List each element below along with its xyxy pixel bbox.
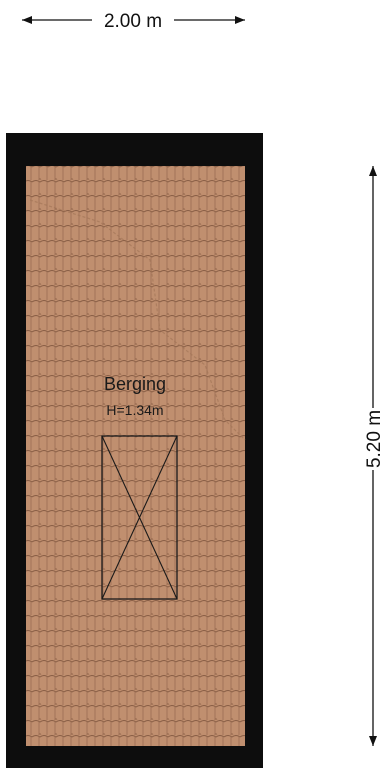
height-dimension: 5.20 m [364,166,385,746]
room-height: H=1.34m [106,402,163,418]
roof-tile-floor [26,166,245,746]
height-dimension-label: 5.20 m [364,410,385,468]
arrow-down-icon [369,736,377,746]
room-name: Berging [104,374,166,394]
width-dimension-label: 2.00 m [104,11,162,32]
roof-ridge-line [29,199,246,441]
width-dimension: 2.00 m [22,11,245,32]
hatch-diagonal-2 [101,435,178,600]
arrow-left-icon [22,16,32,24]
hatch-frame [101,435,178,600]
arrow-up-icon [369,166,377,176]
arrow-right-icon [235,16,245,24]
roof-hatch[interactable] [101,435,178,600]
